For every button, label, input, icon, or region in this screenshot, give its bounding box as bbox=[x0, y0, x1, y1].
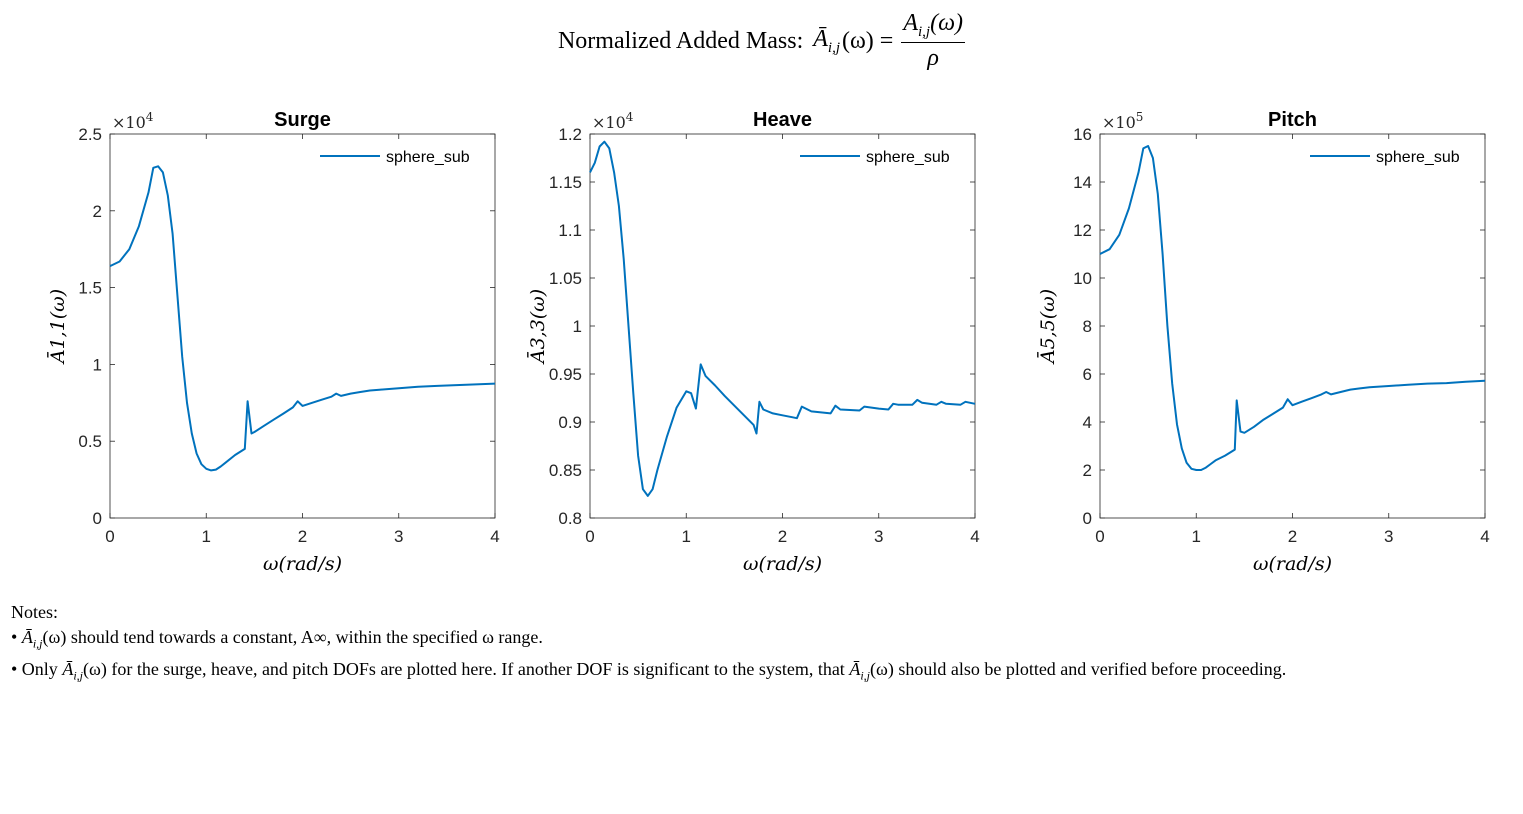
subplot-title: Heave bbox=[753, 109, 812, 131]
x-tick-label: 2 bbox=[298, 527, 307, 546]
subplot-title: Surge bbox=[274, 109, 331, 131]
x-tick-label: 4 bbox=[490, 527, 499, 546]
legend-label: sphere_sub bbox=[866, 149, 950, 166]
y-tick-label: 0.95 bbox=[549, 365, 582, 384]
x-tick-label: 3 bbox=[394, 527, 403, 546]
y-tick-label: 6 bbox=[1083, 365, 1092, 384]
y-tick-label: 4 bbox=[1083, 413, 1092, 432]
x-tick-label: 2 bbox=[1288, 527, 1297, 546]
y-tick-label: 2 bbox=[93, 202, 102, 221]
y-tick-label: 1 bbox=[573, 317, 582, 336]
y-tick-label: 1.2 bbox=[558, 125, 582, 144]
subplot-title: Pitch bbox=[1268, 109, 1317, 131]
y-tick-label: 0 bbox=[1083, 509, 1092, 528]
axis-exponent-label: ×104 bbox=[592, 110, 634, 132]
x-tick-label: 0 bbox=[105, 527, 114, 546]
x-tick-label: 2 bbox=[778, 527, 787, 546]
y-tick-label: 2.5 bbox=[78, 125, 102, 144]
x-tick-label: 3 bbox=[1384, 527, 1393, 546]
y-tick-label: 0.5 bbox=[78, 432, 102, 451]
title-lhs: Āi,j bbox=[813, 25, 841, 56]
title-prefix: Normalized Added Mass: bbox=[557, 27, 804, 54]
y-tick-label: 0.8 bbox=[558, 509, 582, 528]
x-tick-label: 4 bbox=[1480, 527, 1489, 546]
legend-label: sphere_sub bbox=[1376, 149, 1460, 166]
y-tick-label: 0.85 bbox=[549, 461, 582, 480]
x-tick-label: 1 bbox=[1192, 527, 1201, 546]
y-tick-label: 0 bbox=[93, 509, 102, 528]
y-tick-label: 16 bbox=[1073, 125, 1092, 144]
y-axis-label: Ā3,3(ω) bbox=[526, 289, 549, 365]
x-axis-label: ω(rad/s) bbox=[1253, 553, 1332, 575]
note-bullet-2: • Only Āi,j(ω) for the surge, heave, and… bbox=[11, 658, 1287, 683]
x-tick-label: 4 bbox=[970, 527, 979, 546]
figure-title: Normalized Added Mass: Āi,j (ω) = Ai,j(ω… bbox=[0, 10, 1523, 72]
x-tick-label: 3 bbox=[874, 527, 883, 546]
axis-exponent-label: ×105 bbox=[1102, 110, 1143, 132]
x-tick-label: 1 bbox=[202, 527, 211, 546]
series-line-sphere_sub bbox=[109, 165, 496, 472]
axis-exponent-power: 4 bbox=[626, 110, 634, 124]
y-tick-label: 1 bbox=[93, 355, 102, 374]
x-axis-label: ω(rad/s) bbox=[743, 553, 822, 575]
series-line-sphere_sub bbox=[589, 140, 976, 497]
y-tick-label: 1.5 bbox=[78, 279, 102, 298]
x-tick-label: 1 bbox=[682, 527, 691, 546]
note-bullet-1: • Āi,j(ω) should tend towards a constant… bbox=[11, 627, 543, 651]
axis-exponent-power: 5 bbox=[1136, 110, 1144, 124]
title-lhs-arg: (ω) = bbox=[842, 27, 894, 54]
x-tick-label: 0 bbox=[585, 527, 594, 546]
plot-area-box bbox=[1099, 133, 1486, 519]
notes-header: Notes: bbox=[11, 602, 58, 622]
x-tick-label: 0 bbox=[1095, 527, 1104, 546]
axis-exponent-label: ×104 bbox=[112, 110, 154, 132]
y-tick-label: 1.15 bbox=[549, 173, 582, 192]
series-line-sphere_sub bbox=[1099, 145, 1486, 471]
surge-chart: 0 1 2 3 4 0 0.5 1 1.5 2 2.5 ×104 Surge ω(rad/s) Ā1,1(ω… bbox=[46, 109, 500, 575]
y-axis-label: Ā5,5(ω) bbox=[1036, 289, 1059, 365]
axis-exponent-power: 4 bbox=[146, 110, 154, 124]
notes-section: Notes: • Āi,j(ω) should tend towards a c… bbox=[11, 600, 1489, 688]
y-tick-label: 1.05 bbox=[549, 269, 582, 288]
plot-area-box bbox=[589, 133, 976, 519]
y-tick-label: 14 bbox=[1073, 173, 1092, 192]
y-axis-label: Ā1,1(ω) bbox=[46, 289, 69, 365]
y-tick-label: 0.9 bbox=[558, 413, 582, 432]
y-tick-label: 10 bbox=[1073, 269, 1092, 288]
heave-chart: 0 1 2 3 4 0.8 0.85 0.9 0.95 1 1.05 1.1 1.15 1.2 ×104 He… bbox=[526, 109, 980, 575]
legend-label: sphere_sub bbox=[386, 149, 470, 166]
x-axis-label: ω(rad/s) bbox=[263, 553, 342, 575]
title-numerator: Ai,j(ω) bbox=[901, 10, 966, 44]
y-tick-label: 8 bbox=[1083, 317, 1092, 336]
plot-area-box bbox=[109, 133, 496, 519]
y-tick-label: 12 bbox=[1073, 221, 1092, 240]
y-tick-label: 1.1 bbox=[558, 221, 582, 240]
y-tick-label: 2 bbox=[1083, 461, 1092, 480]
title-fraction: Ai,j(ω) ρ bbox=[901, 10, 966, 73]
title-denominator: ρ bbox=[927, 45, 939, 72]
